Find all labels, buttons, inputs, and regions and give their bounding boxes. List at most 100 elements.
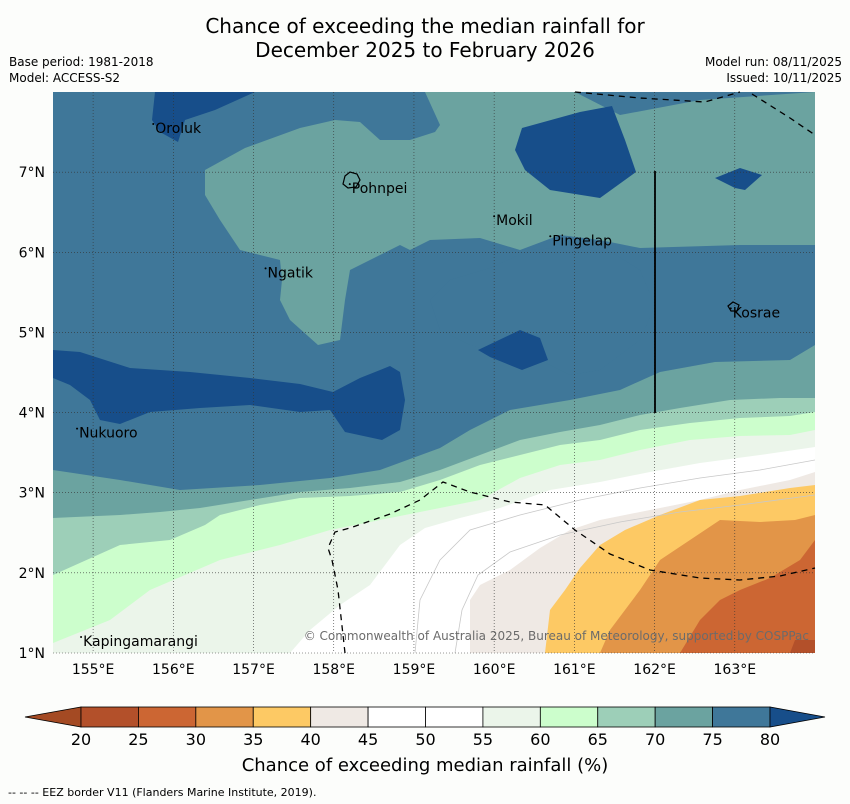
y-tick-label: 2°N bbox=[19, 566, 45, 582]
place-marker bbox=[729, 307, 732, 310]
meta-left: Base period: 1981-2018 Model: ACCESS-S2 bbox=[9, 54, 154, 86]
colorbar-segment bbox=[654, 706, 713, 728]
band-75-80-inner bbox=[430, 245, 655, 375]
x-axis-ticks: 155°E 156°E 157°E 158°E 159°E 160°E 161°E 162°E… bbox=[72, 662, 756, 678]
colorbar-ticks: 20 25 30 35 40 45 50 55 60 65 70 75 80 bbox=[71, 730, 780, 749]
colorbar-tick-label: 55 bbox=[473, 730, 493, 749]
place-marker bbox=[549, 235, 552, 238]
band-above-80-central bbox=[478, 330, 548, 370]
place-kapingamarangi: Kapingamarangi bbox=[80, 634, 198, 650]
colorbar-segment bbox=[367, 706, 426, 728]
colorbar-tick-label: 20 bbox=[71, 730, 91, 749]
x-tick-label: 163°E bbox=[714, 662, 757, 678]
place-label: Kosrae bbox=[733, 305, 780, 321]
model-run: Model run: 08/11/2025 bbox=[704, 55, 842, 69]
colorbar-extend-high bbox=[769, 706, 826, 728]
x-tick-label: 155°E bbox=[72, 662, 115, 678]
band-above-80-north bbox=[152, 92, 255, 142]
place-marker bbox=[493, 215, 496, 218]
y-tick-label: 1°N bbox=[19, 646, 45, 662]
colorbar-segment bbox=[310, 706, 369, 728]
x-tick-label: 156°E bbox=[152, 662, 195, 678]
probability-field bbox=[53, 92, 815, 653]
colorbar-tick-label: 35 bbox=[243, 730, 263, 749]
map-title: Chance of exceeding the median rainfall … bbox=[0, 14, 850, 62]
colorbar-tick-label: 50 bbox=[415, 730, 435, 749]
y-axis-ticks: 1°N 2°N 3°N 4°N 5°N 6°N 7°N bbox=[19, 165, 45, 662]
place-pingelap: Pingelap bbox=[549, 233, 612, 249]
place-label: Kapingamarangi bbox=[83, 634, 198, 650]
place-marker bbox=[152, 123, 155, 126]
title-line-1: Chance of exceeding the median rainfall … bbox=[205, 14, 645, 38]
copyright-notice: © Commonwealth of Australia 2025, Bureau… bbox=[304, 629, 809, 643]
colorbar-segment bbox=[539, 706, 599, 728]
colorbar-segment bbox=[482, 706, 541, 728]
colorbar-tick-label: 65 bbox=[588, 730, 608, 749]
eez-border-northeast bbox=[751, 93, 816, 136]
colorbar-tick-label: 75 bbox=[702, 730, 722, 749]
y-tick-label: 7°N bbox=[19, 165, 45, 181]
x-tick-label: 157°E bbox=[232, 662, 275, 678]
place-marker bbox=[264, 267, 267, 270]
place-nukuoro: Nukuoro bbox=[76, 426, 138, 442]
colorbar-segment bbox=[138, 706, 197, 728]
place-labels: Oroluk Pohnpei Mokil Pingelap Ngatik Kosrae Nu… bbox=[76, 121, 780, 650]
place-label: Mokil bbox=[496, 213, 533, 229]
colorbar-extend-low bbox=[24, 706, 82, 728]
colorbar-segment bbox=[425, 706, 484, 728]
meta-right: Model run: 08/11/2025 Issued: 10/11/2025 bbox=[705, 54, 842, 86]
contour-50 bbox=[414, 459, 815, 653]
eez-borders bbox=[327, 91, 816, 654]
place-mokil: Mokil bbox=[493, 213, 533, 229]
model-name: Model: ACCESS-S2 bbox=[9, 71, 121, 85]
band-above-80-west bbox=[53, 350, 405, 440]
colorbar-tick-label: 80 bbox=[760, 730, 780, 749]
colorbar-tick-label: 30 bbox=[186, 730, 206, 749]
y-tick-label: 3°N bbox=[19, 486, 45, 502]
place-label: Oroluk bbox=[155, 121, 202, 137]
colorbar-segment bbox=[597, 706, 656, 728]
pohnpei-island-shape bbox=[342, 171, 361, 189]
colorbar-tick-label: 45 bbox=[358, 730, 378, 749]
x-tick-label: 159°E bbox=[393, 662, 436, 678]
place-label: Pohnpei bbox=[352, 181, 408, 197]
colorbar-tick-label: 70 bbox=[645, 730, 665, 749]
colorbar-segments bbox=[24, 706, 826, 728]
colorbar-segment bbox=[712, 706, 771, 728]
x-tick-label: 158°E bbox=[312, 662, 355, 678]
map-panel: 155°E 156°E 157°E 158°E 159°E 160°E 161°E 162°E… bbox=[19, 91, 816, 678]
colorbar: 20 25 30 35 40 45 50 55 60 65 70 75 80 bbox=[24, 706, 826, 749]
colorbar-segment bbox=[252, 706, 312, 728]
place-marker bbox=[76, 427, 79, 430]
eez-border-note: -- -- -- EEZ border V11 (Flanders Marine… bbox=[8, 786, 317, 799]
colorbar-tick-label: 25 bbox=[128, 730, 148, 749]
title-line-2: December 2025 to February 2026 bbox=[255, 38, 595, 62]
place-ngatik: Ngatik bbox=[264, 265, 314, 281]
place-label: Pingelap bbox=[552, 233, 612, 249]
y-tick-label: 5°N bbox=[19, 325, 45, 341]
band-25-30 bbox=[680, 540, 815, 653]
colorbar-tick-label: 60 bbox=[530, 730, 550, 749]
place-label: Ngatik bbox=[268, 265, 314, 281]
place-marker bbox=[348, 183, 351, 186]
contour-45 bbox=[454, 494, 815, 653]
colorbar-segment bbox=[195, 706, 254, 728]
y-tick-label: 4°N bbox=[19, 406, 45, 422]
x-tick-label: 160°E bbox=[473, 662, 516, 678]
band-70-75-upper bbox=[205, 92, 815, 345]
band-above-80-east bbox=[515, 106, 636, 198]
base-period: Base period: 1981-2018 bbox=[9, 55, 154, 69]
colorbar-segment bbox=[80, 706, 139, 728]
y-tick-label: 6°N bbox=[19, 245, 45, 261]
colorbar-label: Chance of exceeding median rainfall (%) bbox=[241, 755, 609, 776]
x-tick-label: 161°E bbox=[553, 662, 596, 678]
band-above-80-kosrae-north bbox=[715, 168, 762, 190]
place-pohnpei: Pohnpei bbox=[348, 181, 408, 197]
eez-border-north bbox=[574, 91, 741, 103]
graticule bbox=[53, 92, 815, 654]
issued-date: Issued: 10/11/2025 bbox=[726, 71, 842, 85]
place-kosrae: Kosrae bbox=[729, 305, 780, 321]
colorbar-tick-label: 40 bbox=[300, 730, 320, 749]
kosrae-island-shape bbox=[727, 301, 740, 312]
place-oroluk: Oroluk bbox=[152, 121, 202, 137]
